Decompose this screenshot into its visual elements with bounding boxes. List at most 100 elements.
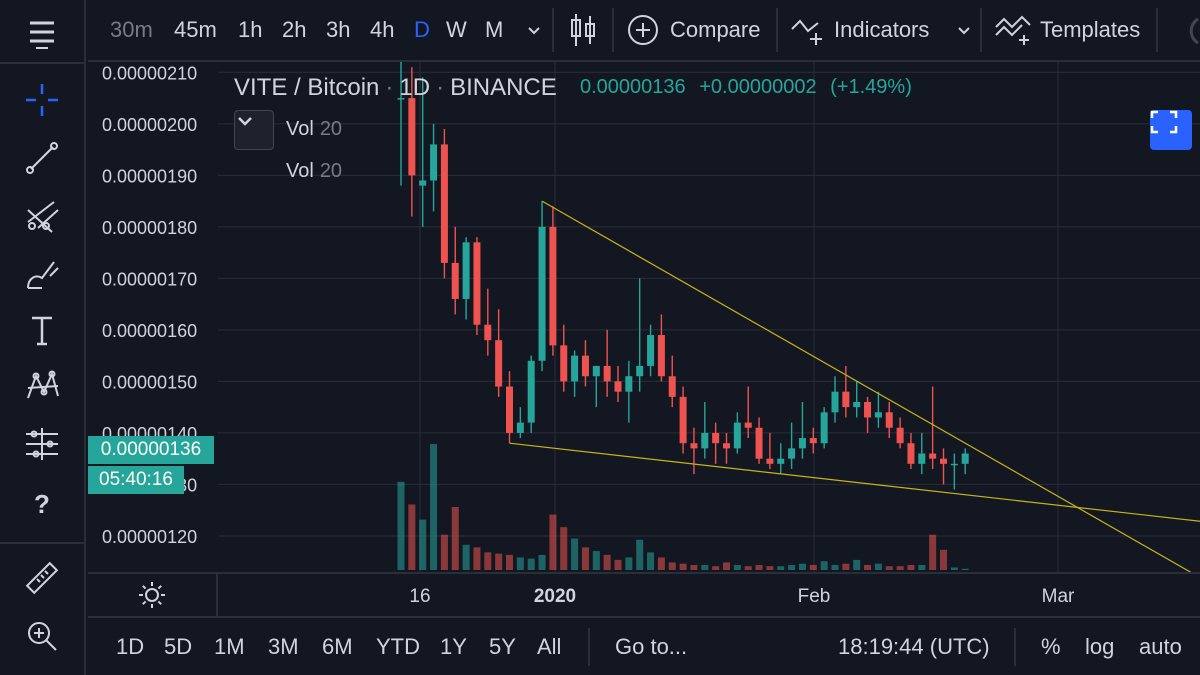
timezone-clock[interactable]: 18:19:44 (UTC) bbox=[838, 634, 990, 659]
range-all-button[interactable]: All bbox=[537, 634, 562, 659]
menu-icon[interactable] bbox=[18, 8, 66, 56]
auto-scale-toggle[interactable]: auto bbox=[1139, 634, 1182, 659]
candle bbox=[755, 417, 763, 464]
candle bbox=[853, 381, 861, 418]
symbol-legend[interactable]: VITE / Bitcoin · 1D · BINANCE bbox=[234, 74, 557, 101]
volume-study-legend[interactable]: Vol 20 bbox=[286, 160, 342, 183]
candle-body bbox=[495, 340, 503, 387]
candle-body bbox=[397, 98, 405, 100]
percent-scale-toggle[interactable]: % bbox=[1041, 634, 1061, 659]
more-tools-icon[interactable] bbox=[1170, 0, 1200, 60]
indicators-dropdown-chevron-icon[interactable] bbox=[954, 0, 974, 60]
range-3m-button[interactable]: 3M bbox=[268, 634, 299, 659]
interval-1h[interactable]: 1h bbox=[238, 17, 263, 42]
candle bbox=[462, 237, 470, 320]
candle bbox=[440, 128, 448, 279]
interval-dropdown-chevron-icon[interactable] bbox=[524, 0, 544, 60]
interval-4h[interactable]: 4h bbox=[370, 17, 395, 42]
volume-bar bbox=[950, 567, 958, 570]
candle bbox=[788, 422, 796, 469]
bar-countdown-label: 05:40:16 bbox=[88, 466, 184, 494]
volume-bar bbox=[820, 561, 828, 570]
volume-bar bbox=[625, 557, 633, 570]
measure-icon[interactable] bbox=[18, 420, 66, 468]
volume-bar bbox=[571, 538, 579, 570]
candle bbox=[809, 427, 817, 454]
candle-body bbox=[777, 458, 785, 464]
interval-30m[interactable]: 30m bbox=[110, 17, 153, 42]
legend-exchange: BINANCE bbox=[450, 74, 557, 101]
zoom-in-icon[interactable] bbox=[18, 612, 66, 660]
candles-style-icon[interactable] bbox=[568, 0, 598, 60]
interval-w[interactable]: W bbox=[446, 17, 467, 42]
range-1d-button[interactable]: 1D bbox=[116, 634, 145, 659]
legend-collapse-button[interactable] bbox=[234, 110, 274, 150]
range-1y-button[interactable]: 1Y bbox=[440, 634, 467, 659]
candle-body bbox=[592, 365, 600, 377]
candle bbox=[560, 324, 568, 392]
interval-m[interactable]: M bbox=[485, 17, 504, 42]
volume-bar bbox=[712, 566, 720, 570]
volume-bar bbox=[690, 564, 698, 570]
candle bbox=[636, 278, 644, 392]
candle bbox=[907, 432, 915, 469]
interval-2h[interactable]: 2h bbox=[282, 17, 307, 42]
trend-line bbox=[541, 200, 1192, 572]
candle bbox=[950, 453, 958, 490]
candle bbox=[929, 386, 937, 469]
ruler-icon[interactable] bbox=[18, 554, 66, 602]
candle-body bbox=[430, 144, 438, 181]
interval-d[interactable]: D bbox=[414, 17, 430, 42]
crosshair-icon[interactable] bbox=[18, 76, 66, 124]
interval-45m[interactable]: 45m bbox=[174, 17, 217, 42]
range-ytd-button[interactable]: YTD bbox=[376, 634, 420, 659]
text-icon[interactable] bbox=[18, 306, 66, 354]
templates-button[interactable]: Templates bbox=[994, 0, 1140, 60]
range-6m-button[interactable]: 6M bbox=[322, 634, 353, 659]
volume-bar bbox=[918, 564, 926, 570]
help-icon[interactable]: ? bbox=[18, 478, 66, 526]
indicators-button[interactable]: Indicators bbox=[790, 0, 929, 60]
interval-3h[interactable]: 3h bbox=[326, 17, 351, 42]
pitchfork-icon[interactable] bbox=[18, 192, 66, 240]
candle-body bbox=[451, 262, 459, 299]
chevron-down-icon bbox=[238, 117, 252, 126]
candle-body bbox=[462, 242, 470, 299]
volume-bar bbox=[430, 444, 438, 570]
volume-bar bbox=[657, 557, 665, 570]
candle-body bbox=[473, 242, 481, 325]
range-5d-button[interactable]: 5D bbox=[164, 634, 193, 659]
volume-bar bbox=[560, 527, 568, 570]
legend-interval: 1D bbox=[399, 74, 431, 101]
candle bbox=[744, 386, 752, 439]
pattern-icon[interactable] bbox=[18, 362, 66, 410]
chart-pane[interactable]: 0.00000210 0.00000200 0.00000190 0.00000180… bbox=[88, 62, 1200, 572]
volume-bar bbox=[679, 563, 687, 570]
range-1m-button[interactable]: 1M bbox=[214, 634, 245, 659]
log-scale-toggle[interactable]: log bbox=[1085, 634, 1115, 659]
candle-body bbox=[864, 402, 872, 418]
candle-body bbox=[950, 463, 958, 466]
candle bbox=[831, 376, 839, 423]
price-axis-label: 0.00000150 bbox=[102, 372, 197, 392]
candle-body bbox=[798, 438, 806, 449]
candle-body bbox=[408, 98, 416, 176]
candle-body bbox=[733, 422, 741, 449]
brush-icon[interactable] bbox=[18, 250, 66, 298]
compare-button[interactable]: Compare bbox=[626, 0, 760, 60]
symbol-name: VITE / Bitcoin bbox=[234, 74, 380, 101]
trend-line-icon[interactable] bbox=[18, 134, 66, 182]
candle bbox=[581, 340, 589, 387]
candle bbox=[820, 407, 828, 449]
fullscreen-button[interactable] bbox=[1150, 110, 1192, 150]
chart-settings-button[interactable] bbox=[88, 574, 218, 616]
volume-study-legend[interactable]: Vol 20 bbox=[286, 118, 342, 141]
go-to-date-button[interactable]: Go to... bbox=[615, 634, 688, 659]
volume-bar bbox=[755, 564, 763, 570]
range-5y-button[interactable]: 5Y bbox=[489, 634, 516, 659]
candle-body bbox=[723, 443, 730, 449]
candle-body bbox=[506, 386, 513, 433]
time-axis[interactable]: 16 2020 Feb Mar bbox=[88, 572, 1200, 616]
candle-body bbox=[712, 432, 720, 444]
candle bbox=[603, 329, 611, 397]
